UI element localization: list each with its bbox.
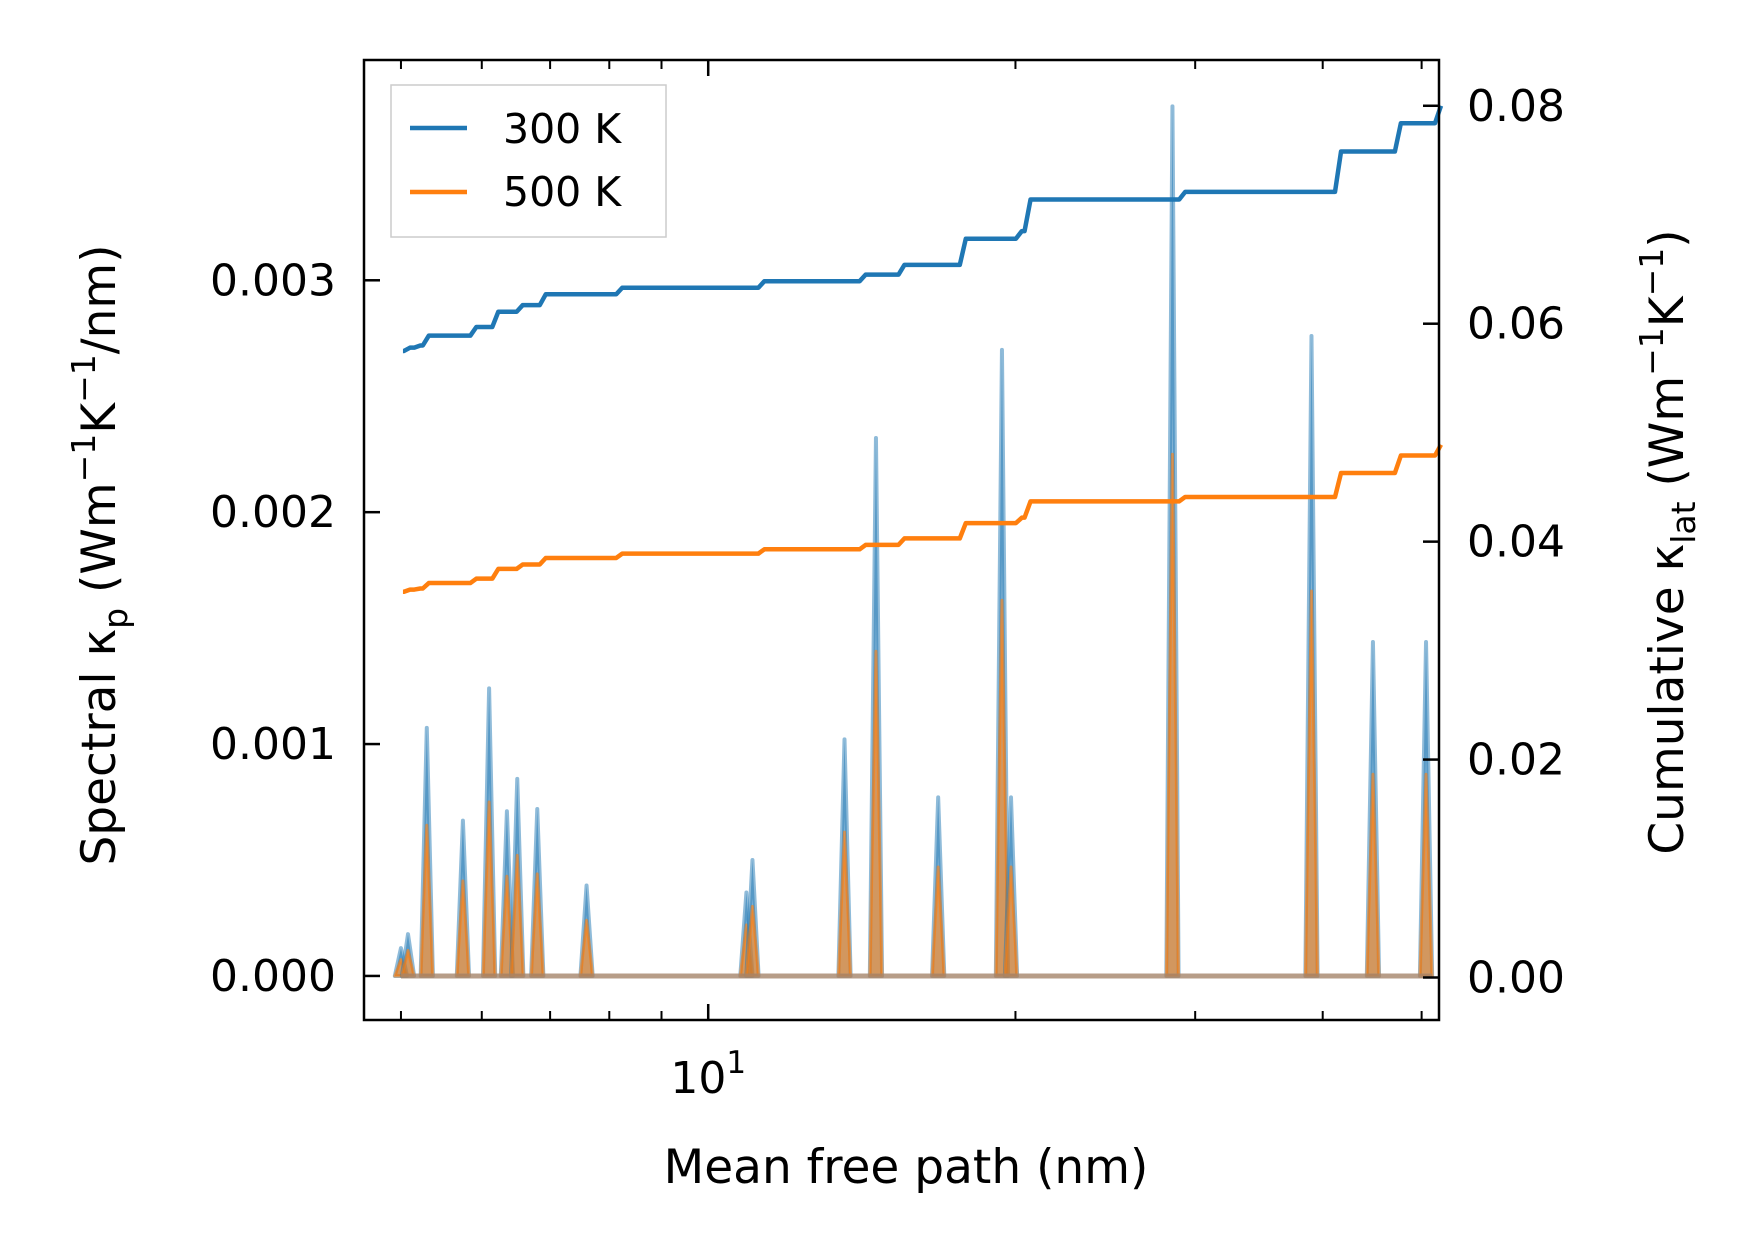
legend-label-300k: 300 K xyxy=(503,105,622,153)
y-left-tick-label: 0.001 xyxy=(210,719,336,770)
y-left-tick-label: 0.003 xyxy=(210,255,336,306)
y-right-tick-label: 0.02 xyxy=(1467,735,1565,786)
cumulative-500k-line xyxy=(401,443,1443,595)
legend: 300 K 500 K xyxy=(390,84,667,238)
axes: 0.000 0.001 0.002 0.003 0.00 0.02 0.04 0.06 0.08 xyxy=(210,58,1565,1022)
y-right-tick-label: 0.04 xyxy=(1467,517,1565,568)
y-right-tick-label: 0.00 xyxy=(1467,953,1565,1004)
cumulative-300k-line xyxy=(401,105,1444,354)
legend-frame xyxy=(390,84,667,238)
plot-area xyxy=(392,104,1444,979)
y-right-tick-label: 0.06 xyxy=(1467,299,1565,350)
y-axis-right-title: Cumulative κlat (Wm−1K−1) xyxy=(1632,229,1703,854)
y-right-tick-label: 0.08 xyxy=(1467,81,1565,132)
x-tick-label: 101 xyxy=(670,1045,746,1104)
y-axis-left-title: Spectral κp (Wm−1K−1/nm) xyxy=(64,244,135,865)
x-axis-title: Mean free path (nm) xyxy=(664,1140,1149,1195)
axes-frame xyxy=(362,58,1441,1022)
y-left-tick-label: 0.002 xyxy=(210,487,336,538)
legend-label-500k: 500 K xyxy=(503,168,622,216)
y-left-tick-label: 0.000 xyxy=(210,951,336,1002)
